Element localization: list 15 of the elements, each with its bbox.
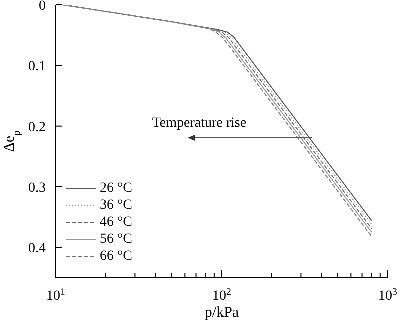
y-tick-label: 0.1	[28, 60, 46, 75]
y-tick-label: 0.4	[28, 242, 46, 257]
x-tick-label: 10$^{2}$	[212, 286, 232, 304]
x-tick-label: 10$^{1}$	[46, 286, 66, 304]
legend-label: 36 °C	[100, 197, 132, 214]
x-axis-title: p/kPa	[204, 305, 240, 321]
y-tick-label: 0.3	[28, 181, 46, 196]
y-tick-label: 0	[39, 0, 46, 14]
y-tick-label: 0.2	[28, 120, 46, 136]
legend-label: 26 °C	[100, 180, 132, 197]
legend-label: 66 °C	[100, 248, 132, 265]
legend-label: 46 °C	[100, 214, 132, 231]
x-tick-label: 10$^{3}$	[378, 286, 398, 304]
annotation: Temperature rise	[152, 116, 247, 132]
legend-label: 56 °C	[100, 231, 132, 248]
